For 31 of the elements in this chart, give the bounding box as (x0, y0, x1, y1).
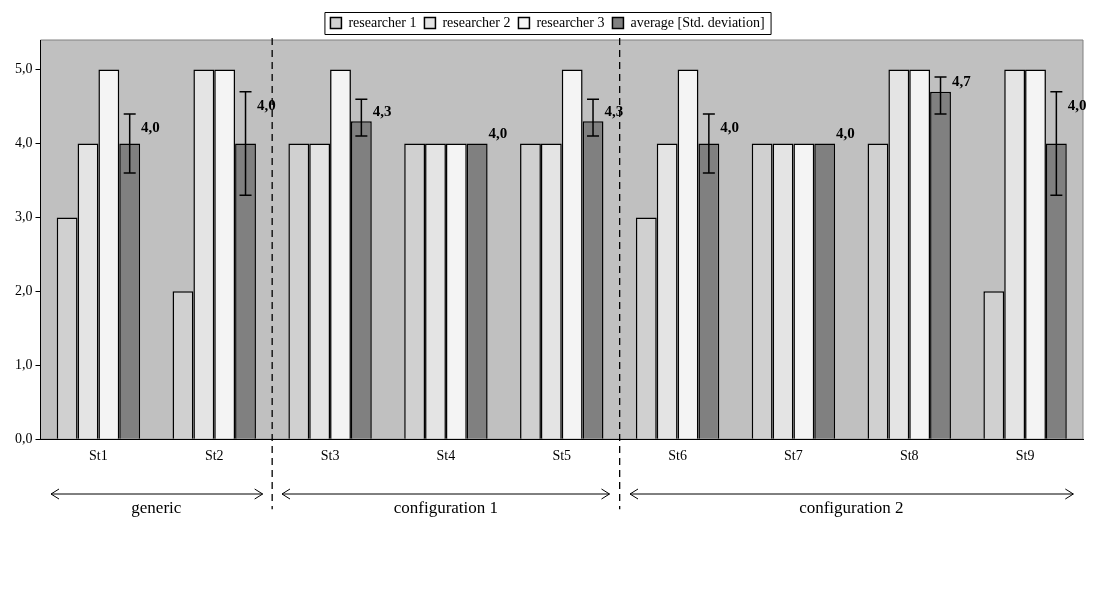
x-tick-label: St5 (552, 448, 572, 464)
data-label: 4,0 (256, 97, 276, 114)
data-label: 4,0 (720, 119, 740, 136)
y-tick-label: 5,0 (15, 61, 33, 77)
text: generic (130, 498, 183, 518)
data-label: 4,0 (488, 124, 508, 141)
legend-label: researcher 3 (536, 14, 605, 30)
x-tick-label: St7 (784, 448, 803, 464)
legend-label: researcher 1 (348, 14, 417, 30)
x-tick-label: St8 (899, 448, 919, 464)
x-tick-label: St4 (436, 448, 456, 464)
data-label: 4,7 (951, 73, 972, 90)
legend-label: average [Std. deviation] (630, 14, 765, 30)
y-tick-label: 4,0 (15, 135, 33, 151)
x-tick-label: St9 (1015, 448, 1035, 464)
x-tick-label: St6 (668, 448, 687, 464)
x-tick-label: St2 (204, 448, 224, 464)
data-label: 4,0 (1067, 97, 1087, 114)
legend-label: researcher 2 (442, 14, 511, 30)
text: configuration 2 (798, 498, 905, 518)
text: configuration 1 (392, 498, 500, 518)
y-tick-label: 1,0 (15, 356, 33, 372)
y-tick-label: 3,0 (15, 209, 33, 225)
data-label: 4,3 (372, 102, 392, 119)
x-tick-label: St1 (89, 448, 108, 464)
x-tick-label: St3 (320, 448, 340, 464)
data-label: 4,0 (836, 124, 855, 141)
data-label: 4,0 (141, 119, 160, 136)
y-tick-label: 2,0 (15, 283, 33, 299)
data-label: 4,3 (604, 102, 624, 119)
y-tick-label: 0,0 (15, 430, 33, 446)
